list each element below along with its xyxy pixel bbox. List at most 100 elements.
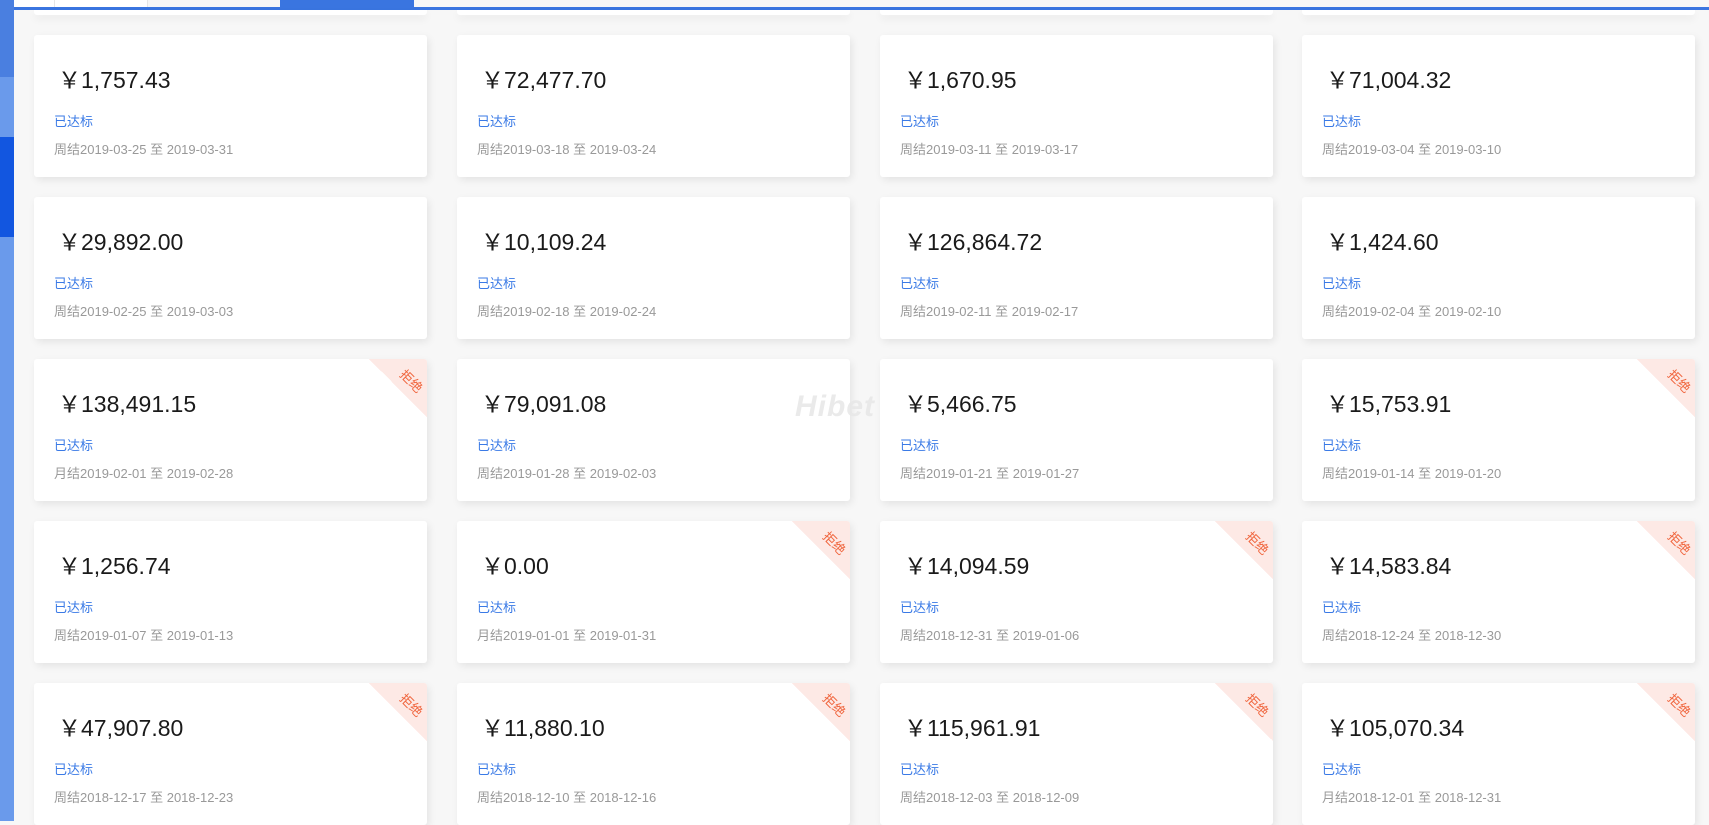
status-label: 已达标 <box>1322 600 1362 615</box>
settlement-card[interactable]: ￥79,091.08 已达标周结2019-01-28 至 2019-02-03 <box>457 359 850 501</box>
period-range: 周结2018-12-03 至 2018-12-09 <box>900 790 1080 805</box>
amount: ￥15,753.91 <box>1326 391 1452 417</box>
status-label: 已达标 <box>1322 276 1362 291</box>
tab[interactable] <box>148 0 280 7</box>
period-range: 周结2019-03-18 至 2019-03-24 <box>477 142 657 157</box>
tab-bar <box>14 0 1709 10</box>
rejected-corner-badge: 拒绝 <box>1637 521 1695 579</box>
period-range: 周结2018-12-17 至 2018-12-23 <box>54 790 234 805</box>
amount: ￥138,491.15 <box>58 391 197 417</box>
amount: ￥14,583.84 <box>1326 553 1452 579</box>
rejected-corner-badge: 拒绝 <box>369 359 427 417</box>
amount: ￥1,670.95 <box>904 67 1017 93</box>
period-range: 周结2018-12-10 至 2018-12-16 <box>477 790 657 805</box>
settlement-card[interactable]: ￥11,880.10 已达标周结2018-12-10 至 2018-12-16 拒绝 <box>457 683 850 825</box>
status-label: 已达标 <box>477 114 517 129</box>
badge-text: 拒绝 <box>1242 690 1272 720</box>
status-label: 已达标 <box>900 276 940 291</box>
rejected-corner-badge: 拒绝 <box>792 521 850 579</box>
badge-text: 拒绝 <box>396 690 426 720</box>
settlement-card[interactable]: ￥1,757.43 已达标周结2019-03-25 至 2019-03-31 <box>34 35 427 177</box>
tab[interactable] <box>14 0 55 7</box>
card-partial <box>1302 10 1695 15</box>
amount: ￥1,256.74 <box>58 553 171 579</box>
period-range: 周结2019-02-18 至 2019-02-24 <box>477 304 657 319</box>
card-partial <box>457 10 850 15</box>
amount: ￥11,880.10 <box>481 715 605 741</box>
status-label: 已达标 <box>1322 762 1362 777</box>
settlement-card[interactable]: ￥105,070.34 已达标月结2018-12-01 至 2018-12-31 拒… <box>1302 683 1695 825</box>
status-label: 已达标 <box>54 276 94 291</box>
settlement-card[interactable]: ￥126,864.72 已达标周结2019-02-11 至 2019-02-17 <box>880 197 1273 339</box>
badge-text: 拒绝 <box>1664 528 1694 558</box>
period-range: 周结2019-02-25 至 2019-03-03 <box>54 304 234 319</box>
settlement-card[interactable]: ￥0.00 已达标 月结2019-01-01 至 2019-01-31 拒绝 <box>457 521 850 663</box>
status-label: 已达标 <box>477 438 517 453</box>
rejected-corner-badge: 拒绝 <box>1215 521 1273 579</box>
status-label: 已达标 <box>477 600 517 615</box>
status-label: 已达标 <box>900 438 940 453</box>
period-range: 月结2019-02-01 至 2019-02-28 <box>54 466 234 481</box>
status-label: 已达标 <box>477 762 517 777</box>
settlement-card[interactable]: ￥1,424.60 已达标 周结2019-02-04 至 2019-02-10 <box>1302 197 1695 339</box>
status-label: 已达标 <box>900 114 940 129</box>
period-range: 周结2019-01-28 至 2019-02-03 <box>477 466 657 481</box>
tab-active[interactable] <box>280 0 414 7</box>
amount: ￥5,466.75 <box>904 391 1017 417</box>
sidebar-item[interactable] <box>0 77 14 137</box>
settlement-card[interactable]: ￥14,583.84 已达标 周结2018-12-24 至 2018-12-30 拒绝 <box>1302 521 1695 663</box>
tab[interactable] <box>55 0 148 7</box>
settlement-card[interactable]: ￥5,466.75 已达标周结2019-01-21 至 2019-01-27 <box>880 359 1273 501</box>
period-range: 周结2019-01-14 至 2019-01-20 <box>1322 466 1502 481</box>
amount: ￥126,864.72 <box>904 229 1043 255</box>
badge-text: 拒绝 <box>1242 528 1272 558</box>
period-range: 周结2019-01-21 至 2019-01-27 <box>900 466 1080 481</box>
status-label: 已达标 <box>54 600 94 615</box>
badge-text: 拒绝 <box>819 690 849 720</box>
amount: ￥10,109.24 <box>481 229 607 255</box>
status-label: 已达标 <box>54 114 94 129</box>
sidebar <box>0 0 14 821</box>
settlement-card[interactable]: ￥14,094.59 已达标 周结2018-12-31 至 2019-01-06 拒绝 <box>880 521 1273 663</box>
amount: ￥115,961.91 <box>904 715 1041 741</box>
status-label: 已达标 <box>900 600 940 615</box>
status-label: 已达标 <box>900 762 940 777</box>
status-label: 已达标 <box>54 438 94 453</box>
rejected-corner-badge: 拒绝 <box>792 683 850 741</box>
settlement-card[interactable]: ￥115,961.91 已达标周结2018-12-03 至 2018-12-09 拒… <box>880 683 1273 825</box>
settlement-card[interactable]: ￥47,907.80 已达标周结2018-12-17 至 2018-12-23 拒绝 <box>34 683 427 825</box>
amount: ￥47,907.80 <box>58 715 184 741</box>
status-label: 已达标 <box>1322 438 1362 453</box>
amount: ￥79,091.08 <box>481 391 607 417</box>
settlement-card[interactable]: ￥29,892.00 已达标 周结2019-02-25 至 2019-03-03 <box>34 197 427 339</box>
settlement-card[interactable]: ￥1,256.74 已达标周结2019-01-07 至 2019-01-13 <box>34 521 427 663</box>
settlement-card[interactable]: ￥138,491.15 已达标月结2019-02-01 至 2019-02-28 拒… <box>34 359 427 501</box>
amount: ￥1,424.60 <box>1326 229 1439 255</box>
amount: ￥1,757.43 <box>58 67 171 93</box>
sidebar-item-active[interactable] <box>0 137 14 237</box>
rejected-corner-badge: 拒绝 <box>1637 359 1695 417</box>
amount: ￥105,070.34 <box>1326 715 1465 741</box>
amount: ￥0.00 <box>481 553 549 579</box>
badge-text: 拒绝 <box>396 366 426 396</box>
settlement-card[interactable]: ￥15,753.91 已达标周结2019-01-14 至 2019-01-20 拒绝 <box>1302 359 1695 501</box>
period-range: 周结2019-02-11 至 2019-02-17 <box>900 304 1079 319</box>
amount: ￥71,004.32 <box>1326 67 1452 93</box>
status-label: 已达标 <box>54 762 94 777</box>
period-range: 月结2018-12-01 至 2018-12-31 <box>1322 790 1502 805</box>
badge-text: 拒绝 <box>1664 366 1694 396</box>
period-range: 周结2019-03-11 至 2019-03-17 <box>900 142 1079 157</box>
tab-underline <box>14 7 1709 10</box>
settlement-card[interactable]: ￥71,004.32 已达标 周结2019-03-04 至 2019-03-10 <box>1302 35 1695 177</box>
period-range: 周结2019-01-07 至 2019-01-13 <box>54 628 234 643</box>
rejected-corner-badge: 拒绝 <box>1637 683 1695 741</box>
settlement-card[interactable]: ￥72,477.70 已达标 周结2019-03-18 至 2019-03-24 <box>457 35 850 177</box>
period-range: 周结2019-03-25 至 2019-03-31 <box>54 142 234 157</box>
card-partial <box>880 10 1273 15</box>
settlement-card[interactable]: ￥10,109.24 已达标 周结2019-02-18 至 2019-02-24 <box>457 197 850 339</box>
rejected-corner-badge: 拒绝 <box>369 683 427 741</box>
settlement-card[interactable]: ￥1,670.95 已达标周结2019-03-11 至 2019-03-17 <box>880 35 1273 177</box>
badge-text: 拒绝 <box>819 528 849 558</box>
sidebar-item[interactable] <box>0 0 14 77</box>
period-range: 周结2019-03-04 至 2019-03-10 <box>1322 142 1502 157</box>
